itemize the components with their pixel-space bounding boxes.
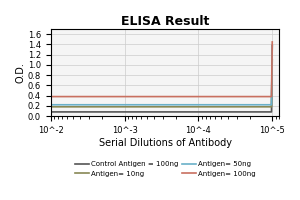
Antigen= 50ng bbox=[236, 104, 239, 106]
Antigen= 50ng bbox=[49, 104, 52, 106]
Antigen= 100ng bbox=[250, 95, 253, 98]
Antigen= 100ng bbox=[236, 95, 239, 98]
Antigen= 100ng bbox=[49, 95, 52, 98]
Antigen= 100ng bbox=[270, 41, 274, 43]
X-axis label: Serial Dilutions of Antibody: Serial Dilutions of Antibody bbox=[99, 138, 232, 148]
Antigen= 50ng bbox=[184, 104, 188, 106]
Line: Control Antigen = 100ng: Control Antigen = 100ng bbox=[51, 46, 272, 112]
Antigen= 100ng bbox=[184, 95, 188, 98]
Control Antigen = 100ng bbox=[181, 111, 184, 113]
Antigen= 10ng bbox=[270, 59, 274, 61]
Title: ELISA Result: ELISA Result bbox=[121, 15, 209, 28]
Antigen= 50ng bbox=[50, 104, 53, 106]
Antigen= 50ng bbox=[270, 44, 274, 47]
Legend: Control Antigen = 100ng, Antigen= 10ng, Antigen= 50ng, Antigen= 100ng: Control Antigen = 100ng, Antigen= 10ng, … bbox=[72, 159, 258, 180]
Antigen= 100ng bbox=[50, 95, 53, 98]
Line: Antigen= 50ng: Antigen= 50ng bbox=[51, 46, 272, 105]
Antigen= 10ng bbox=[181, 106, 184, 108]
Antigen= 50ng bbox=[181, 104, 184, 106]
Line: Antigen= 100ng: Antigen= 100ng bbox=[51, 42, 272, 97]
Control Antigen = 100ng bbox=[236, 111, 239, 113]
Control Antigen = 100ng bbox=[250, 111, 253, 113]
Control Antigen = 100ng bbox=[49, 111, 52, 113]
Antigen= 10ng bbox=[184, 106, 188, 108]
Antigen= 10ng bbox=[180, 106, 184, 108]
Antigen= 10ng bbox=[250, 106, 253, 108]
Antigen= 50ng bbox=[250, 104, 253, 106]
Control Antigen = 100ng bbox=[270, 44, 274, 47]
Control Antigen = 100ng bbox=[180, 111, 184, 113]
Antigen= 100ng bbox=[180, 95, 184, 98]
Line: Antigen= 10ng: Antigen= 10ng bbox=[51, 60, 272, 107]
Control Antigen = 100ng bbox=[184, 111, 188, 113]
Antigen= 100ng bbox=[181, 95, 184, 98]
Antigen= 10ng bbox=[50, 106, 53, 108]
Control Antigen = 100ng bbox=[50, 111, 53, 113]
Antigen= 10ng bbox=[236, 106, 239, 108]
Antigen= 10ng bbox=[49, 106, 52, 108]
Antigen= 50ng bbox=[180, 104, 184, 106]
Y-axis label: O.D.: O.D. bbox=[15, 62, 25, 83]
